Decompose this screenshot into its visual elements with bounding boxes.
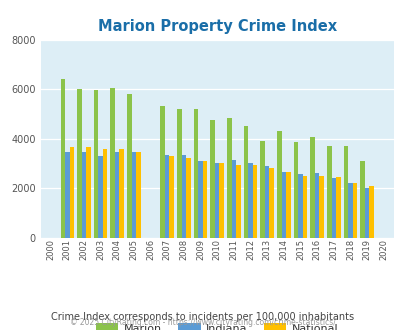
Bar <box>219 163 224 238</box>
Bar <box>169 156 174 238</box>
Bar <box>69 147 74 238</box>
Bar <box>86 147 90 238</box>
Bar <box>248 163 252 238</box>
Bar <box>226 117 231 238</box>
Bar <box>94 90 98 238</box>
Bar <box>202 161 207 238</box>
Bar <box>236 165 240 238</box>
Bar <box>81 152 86 238</box>
Bar <box>160 106 164 238</box>
Bar <box>277 131 281 238</box>
Bar <box>198 161 202 238</box>
Bar <box>343 146 347 238</box>
Legend: Marion, Indiana, National: Marion, Indiana, National <box>91 318 342 330</box>
Bar <box>335 177 340 238</box>
Bar <box>214 163 219 238</box>
Bar <box>319 176 323 238</box>
Text: Crime Index corresponds to incidents per 100,000 inhabitants: Crime Index corresponds to incidents per… <box>51 312 354 322</box>
Bar <box>177 109 181 238</box>
Bar <box>352 183 356 238</box>
Bar <box>260 141 264 238</box>
Bar <box>302 176 307 238</box>
Bar <box>286 172 290 238</box>
Bar <box>110 88 115 238</box>
Bar <box>243 126 248 238</box>
Bar <box>185 158 190 238</box>
Bar <box>193 109 198 238</box>
Bar <box>364 188 369 238</box>
Bar <box>164 155 169 238</box>
Bar <box>269 168 273 238</box>
Bar <box>77 89 81 238</box>
Bar <box>119 148 124 238</box>
Bar <box>98 156 102 238</box>
Bar <box>331 178 335 238</box>
Bar <box>298 175 302 238</box>
Bar <box>281 172 286 238</box>
Bar <box>314 173 319 238</box>
Bar <box>115 152 119 238</box>
Bar <box>231 160 236 238</box>
Bar <box>310 137 314 238</box>
Bar <box>210 120 214 238</box>
Bar <box>60 79 65 238</box>
Bar <box>360 161 364 238</box>
Bar <box>131 152 136 238</box>
Bar <box>369 185 373 238</box>
Bar <box>264 166 269 238</box>
Bar <box>102 148 107 238</box>
Bar <box>326 146 331 238</box>
Title: Marion Property Crime Index: Marion Property Crime Index <box>98 19 336 34</box>
Bar <box>252 165 257 238</box>
Bar <box>136 152 140 238</box>
Bar <box>65 152 69 238</box>
Text: © 2025 CityRating.com - https://www.cityrating.com/crime-statistics/: © 2025 CityRating.com - https://www.city… <box>70 318 335 327</box>
Bar <box>127 94 131 238</box>
Bar <box>181 155 185 238</box>
Bar <box>347 183 352 238</box>
Bar <box>293 142 298 238</box>
